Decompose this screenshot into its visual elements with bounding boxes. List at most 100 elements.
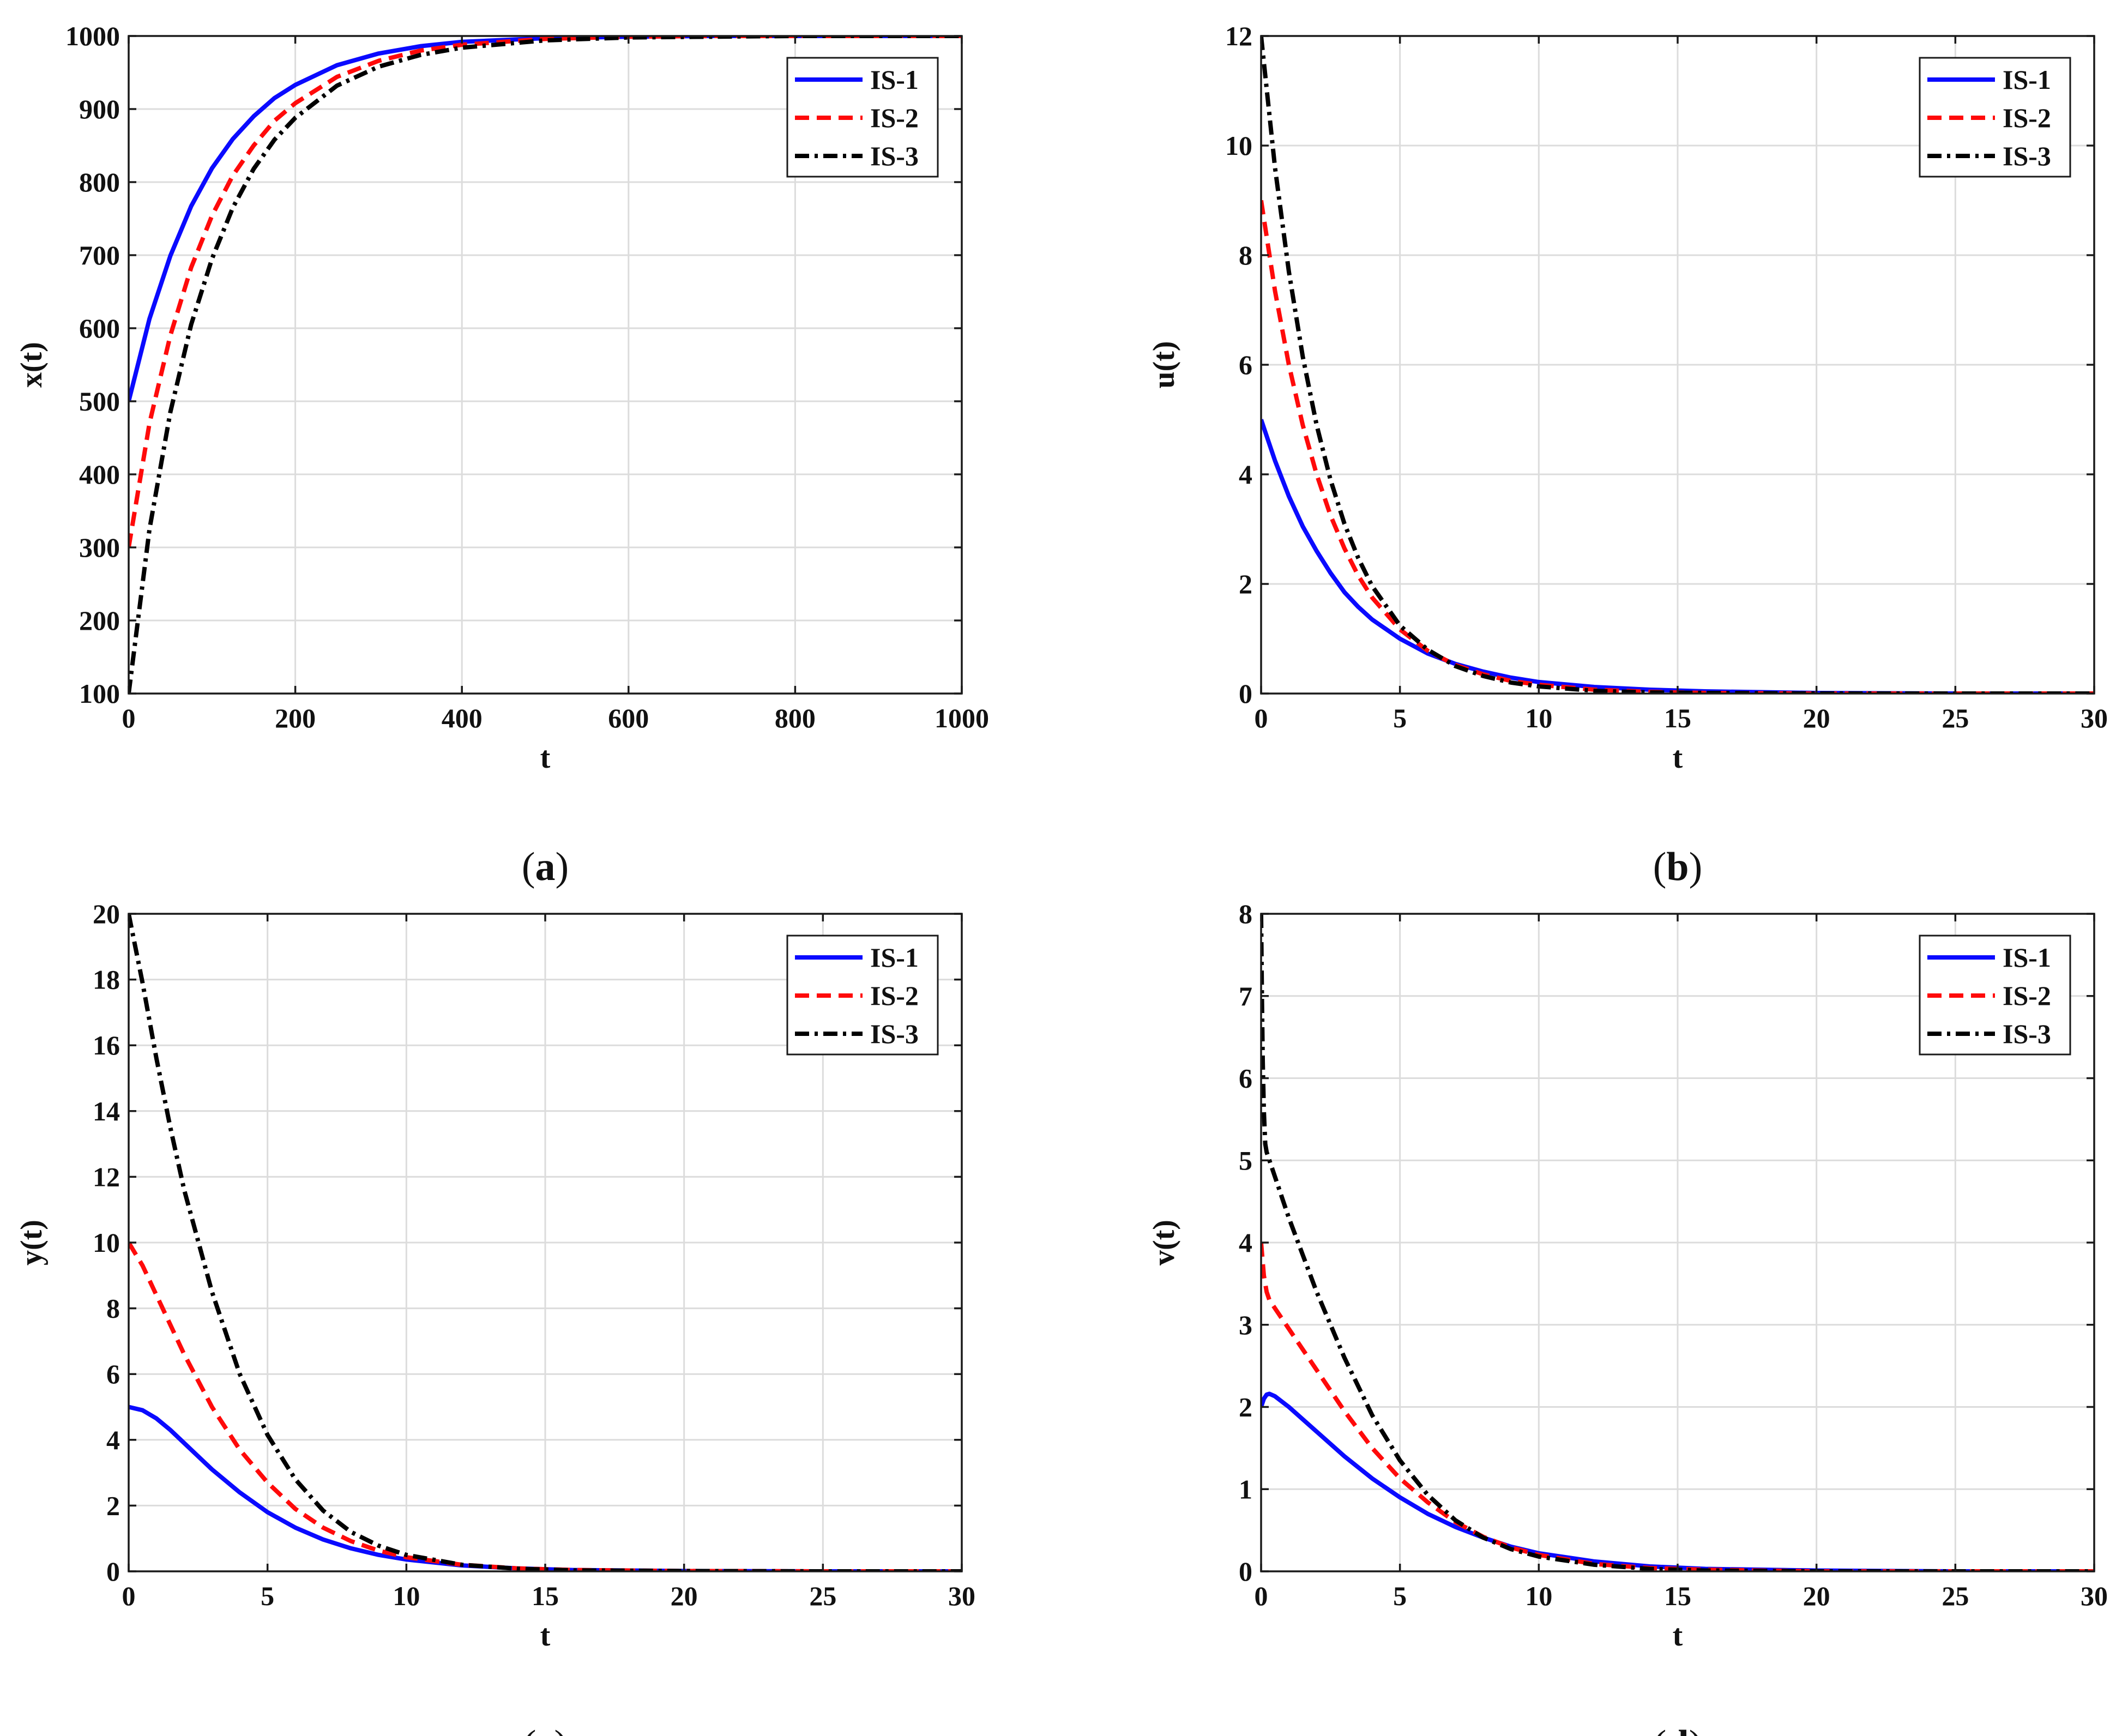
legend: IS-1 IS-2 IS-3: [786, 57, 939, 178]
x-tick-label: 20: [1803, 703, 1830, 733]
y-tick-label: 14: [93, 1096, 120, 1126]
y-tick-label: 2: [1239, 1392, 1252, 1422]
series-line-is-3: [129, 36, 962, 694]
x-tick-label: 30: [948, 1581, 975, 1611]
y-tick-label: 700: [79, 240, 120, 270]
y-tick-label: 100: [79, 678, 120, 709]
x-tick-label: 800: [775, 703, 816, 733]
legend-label-is-3: IS-3: [870, 1018, 919, 1049]
x-tick-label: 15: [1664, 1581, 1691, 1611]
y-tick-label: 4: [106, 1425, 120, 1455]
x-tick-label: 25: [1942, 703, 1969, 733]
x-tick-label: 400: [442, 703, 483, 733]
x-tick-label: 0: [122, 703, 136, 733]
series-line-is-2: [129, 1241, 962, 1571]
y-tick-label: 18: [93, 965, 120, 995]
panel-caption: (c): [523, 1722, 568, 1736]
x-axis-label: t: [1673, 1619, 1683, 1653]
x-tick-label: 30: [2081, 1581, 2108, 1611]
series-line-is-3: [129, 914, 962, 1571]
legend-label-is-1: IS-1: [870, 942, 919, 973]
y-tick-label: 0: [1239, 678, 1252, 709]
y-tick-label: 4: [1239, 459, 1252, 490]
y-tick-label: 600: [79, 313, 120, 343]
y-tick-label: 10: [93, 1227, 120, 1258]
legend-label-is-3: IS-3: [2003, 141, 2051, 171]
y-tick-label: 20: [93, 899, 120, 929]
y-tick-label: 300: [79, 532, 120, 563]
x-tick-label: 600: [608, 703, 649, 733]
y-tick-label: 0: [106, 1556, 120, 1587]
x-axis-label: t: [540, 1619, 551, 1653]
y-tick-label: 12: [1225, 21, 1252, 51]
x-tick-label: 25: [809, 1581, 836, 1611]
legend: IS-1 IS-2 IS-3: [1919, 57, 2071, 178]
y-tick-label: 8: [1239, 899, 1252, 929]
legend-label-is-2: IS-2: [2003, 980, 2051, 1011]
y-tick-label: 12: [93, 1161, 120, 1192]
y-tick-label: 1: [1239, 1474, 1252, 1504]
panel-caption: (d): [1653, 1722, 1702, 1736]
y-tick-label: 900: [79, 94, 120, 124]
legend-label-is-2: IS-2: [870, 980, 919, 1011]
x-tick-label: 20: [671, 1581, 698, 1611]
y-tick-label: 8: [106, 1293, 120, 1324]
x-tick-label: 1000: [935, 703, 989, 733]
x-tick-label: 20: [1803, 1581, 1830, 1611]
legend-label-is-1: IS-1: [870, 64, 919, 95]
x-tick-label: 10: [1525, 1581, 1552, 1611]
y-axis-label: u(t): [1147, 341, 1181, 388]
y-axis-label: x(t): [15, 342, 49, 388]
y-tick-label: 2: [1239, 569, 1252, 599]
x-tick-label: 5: [1393, 1581, 1407, 1611]
y-tick-label: 3: [1239, 1310, 1252, 1340]
y-tick-label: 1000: [65, 21, 120, 51]
y-tick-label: 4: [1239, 1227, 1252, 1258]
y-tick-label: 2: [106, 1490, 120, 1521]
x-tick-label: 10: [393, 1581, 420, 1611]
series-line-is-2: [1261, 200, 2094, 694]
series-line-is-3: [1261, 914, 2094, 1571]
x-tick-label: 15: [532, 1581, 559, 1611]
y-tick-label: 0: [1239, 1556, 1252, 1587]
legend-label-is-1: IS-1: [2003, 942, 2051, 973]
y-tick-label: 6: [1239, 1063, 1252, 1094]
x-tick-label: 5: [1393, 703, 1407, 733]
y-tick-label: 800: [79, 167, 120, 197]
chart-panel-c: 0 5 10 15 20 25 3002468101214161820ty(t)IS-1IS…: [15, 899, 975, 1736]
x-tick-label: 30: [2081, 703, 2108, 733]
x-tick-label: 0: [1255, 703, 1268, 733]
y-tick-label: 6: [106, 1359, 120, 1389]
legend-label-is-2: IS-2: [870, 103, 919, 133]
y-tick-label: 16: [93, 1030, 120, 1060]
legend: IS-1 IS-2 IS-3: [1919, 935, 2071, 1056]
x-axis-label: t: [1673, 741, 1683, 775]
chart-panel-d: 0 5 10 15 20 25 30 0 1 2 3 4 5 6 7 8 t v(t) IS-1 IS-2 IS-3 (d…: [1147, 899, 2108, 1736]
x-tick-label: 0: [1255, 1581, 1268, 1611]
y-tick-label: 8: [1239, 240, 1252, 270]
x-tick-label: 10: [1525, 703, 1552, 733]
x-tick-label: 15: [1664, 703, 1691, 733]
y-tick-label: 500: [79, 386, 120, 417]
series-group: [129, 914, 962, 1571]
y-tick-label: 6: [1239, 349, 1252, 380]
panel-caption: (a): [522, 845, 569, 889]
legend-label-is-3: IS-3: [2003, 1018, 2051, 1049]
y-tick-label: 200: [79, 605, 120, 636]
legend: IS-1 IS-2 IS-3: [786, 935, 939, 1056]
x-tick-label: 200: [275, 703, 316, 733]
series-line-is-2: [129, 36, 962, 548]
x-tick-label: 0: [122, 1581, 136, 1611]
y-tick-label: 10: [1225, 130, 1252, 161]
x-tick-label: 5: [261, 1581, 274, 1611]
chart-panel-b: 0 5 10 15 20 25 30 0 2 4 6 8 10 12 t u(t) IS-1 IS-2 IS-3 (b…: [1147, 21, 2108, 889]
y-axis-label: v(t): [1147, 1220, 1181, 1265]
y-tick-label: 5: [1239, 1145, 1252, 1176]
x-axis-label: t: [540, 741, 551, 775]
y-tick-label: 7: [1239, 981, 1252, 1011]
axes-box: [128, 35, 963, 695]
legend-label-is-2: IS-2: [2003, 103, 2051, 133]
y-tick-label: 400: [79, 459, 120, 490]
